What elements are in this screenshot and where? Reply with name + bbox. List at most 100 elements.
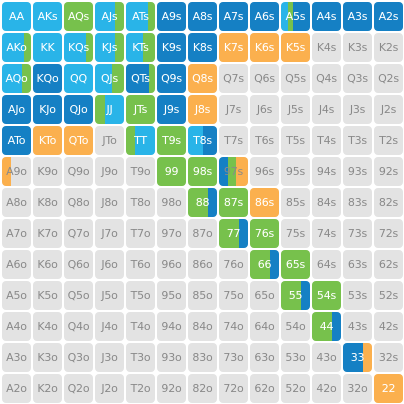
hand-cell-22[interactable]: 22 — [374, 374, 403, 403]
hand-cell-82s[interactable]: 82s — [374, 188, 403, 217]
hand-cell-92o[interactable]: 92o — [157, 374, 186, 403]
hand-cell-77[interactable]: 77 — [219, 219, 248, 248]
hand-cell-QQ[interactable]: QQ — [64, 64, 93, 93]
hand-cell-86s[interactable]: 86s — [250, 188, 279, 217]
hand-cell-T8s[interactable]: T8s — [188, 126, 217, 155]
hand-cell-AA[interactable]: AA — [2, 2, 31, 31]
hand-cell-A8o[interactable]: A8o — [2, 188, 31, 217]
hand-cell-K8o[interactable]: K8o — [33, 188, 62, 217]
hand-cell-JTo[interactable]: JTo — [95, 126, 124, 155]
hand-cell-A5s[interactable]: A5s — [281, 2, 310, 31]
hand-cell-T6o[interactable]: T6o — [126, 250, 155, 279]
hand-cell-T8o[interactable]: T8o — [126, 188, 155, 217]
hand-cell-Q4s[interactable]: Q4s — [312, 64, 341, 93]
hand-cell-KQs[interactable]: KQs — [64, 33, 93, 62]
hand-cell-Q2o[interactable]: Q2o — [64, 374, 93, 403]
hand-cell-43s[interactable]: 43s — [343, 312, 372, 341]
hand-cell-A7o[interactable]: A7o — [2, 219, 31, 248]
hand-cell-74o[interactable]: 74o — [219, 312, 248, 341]
hand-cell-Q5s[interactable]: Q5s — [281, 64, 310, 93]
hand-cell-K5s[interactable]: K5s — [281, 33, 310, 62]
hand-cell-J5s[interactable]: J5s — [281, 95, 310, 124]
hand-cell-85s[interactable]: 85s — [281, 188, 310, 217]
hand-cell-A5o[interactable]: A5o — [2, 281, 31, 310]
hand-cell-98o[interactable]: 98o — [157, 188, 186, 217]
hand-cell-93o[interactable]: 93o — [157, 343, 186, 372]
hand-cell-85o[interactable]: 85o — [188, 281, 217, 310]
hand-cell-QJs[interactable]: QJs — [95, 64, 124, 93]
hand-cell-54o[interactable]: 54o — [281, 312, 310, 341]
hand-cell-94s[interactable]: 94s — [312, 157, 341, 186]
hand-cell-94o[interactable]: 94o — [157, 312, 186, 341]
hand-cell-54s[interactable]: 54s — [312, 281, 341, 310]
hand-cell-42o[interactable]: 42o — [312, 374, 341, 403]
hand-cell-Q6o[interactable]: Q6o — [64, 250, 93, 279]
hand-cell-J4s[interactable]: J4s — [312, 95, 341, 124]
hand-cell-63o[interactable]: 63o — [250, 343, 279, 372]
hand-cell-97s[interactable]: 97s — [219, 157, 248, 186]
hand-cell-K3s[interactable]: K3s — [343, 33, 372, 62]
hand-cell-A9o[interactable]: A9o — [2, 157, 31, 186]
hand-cell-J8o[interactable]: J8o — [95, 188, 124, 217]
hand-cell-Q4o[interactable]: Q4o — [64, 312, 93, 341]
hand-cell-AQs[interactable]: AQs — [64, 2, 93, 31]
hand-cell-T9s[interactable]: T9s — [157, 126, 186, 155]
hand-cell-A7s[interactable]: A7s — [219, 2, 248, 31]
hand-cell-K5o[interactable]: K5o — [33, 281, 62, 310]
hand-cell-A2o[interactable]: A2o — [2, 374, 31, 403]
hand-cell-T3s[interactable]: T3s — [343, 126, 372, 155]
hand-cell-J6s[interactable]: J6s — [250, 95, 279, 124]
hand-cell-32o[interactable]: 32o — [343, 374, 372, 403]
hand-cell-T5o[interactable]: T5o — [126, 281, 155, 310]
hand-cell-ATs[interactable]: ATs — [126, 2, 155, 31]
hand-cell-98s[interactable]: 98s — [188, 157, 217, 186]
hand-cell-T9o[interactable]: T9o — [126, 157, 155, 186]
hand-cell-AKo[interactable]: AKo — [2, 33, 31, 62]
hand-cell-K9o[interactable]: K9o — [33, 157, 62, 186]
hand-cell-72o[interactable]: 72o — [219, 374, 248, 403]
hand-cell-Q3s[interactable]: Q3s — [343, 64, 372, 93]
hand-cell-65s[interactable]: 65s — [281, 250, 310, 279]
hand-cell-96s[interactable]: 96s — [250, 157, 279, 186]
hand-cell-52s[interactable]: 52s — [374, 281, 403, 310]
hand-cell-92s[interactable]: 92s — [374, 157, 403, 186]
hand-cell-32s[interactable]: 32s — [374, 343, 403, 372]
hand-cell-J5o[interactable]: J5o — [95, 281, 124, 310]
hand-cell-T2s[interactable]: T2s — [374, 126, 403, 155]
hand-cell-J6o[interactable]: J6o — [95, 250, 124, 279]
hand-cell-KQo[interactable]: KQo — [33, 64, 62, 93]
hand-cell-A6s[interactable]: A6s — [250, 2, 279, 31]
hand-cell-KTs[interactable]: KTs — [126, 33, 155, 62]
hand-cell-K2s[interactable]: K2s — [374, 33, 403, 62]
hand-cell-Q9s[interactable]: Q9s — [157, 64, 186, 93]
hand-cell-Q8o[interactable]: Q8o — [64, 188, 93, 217]
hand-cell-97o[interactable]: 97o — [157, 219, 186, 248]
hand-cell-A4s[interactable]: A4s — [312, 2, 341, 31]
hand-cell-62s[interactable]: 62s — [374, 250, 403, 279]
hand-cell-QTs[interactable]: QTs — [126, 64, 155, 93]
hand-cell-86o[interactable]: 86o — [188, 250, 217, 279]
hand-cell-J7s[interactable]: J7s — [219, 95, 248, 124]
hand-cell-73o[interactable]: 73o — [219, 343, 248, 372]
hand-cell-A3s[interactable]: A3s — [343, 2, 372, 31]
hand-cell-75o[interactable]: 75o — [219, 281, 248, 310]
hand-cell-T5s[interactable]: T5s — [281, 126, 310, 155]
hand-cell-53s[interactable]: 53s — [343, 281, 372, 310]
hand-cell-63s[interactable]: 63s — [343, 250, 372, 279]
hand-cell-AKs[interactable]: AKs — [33, 2, 62, 31]
hand-cell-J7o[interactable]: J7o — [95, 219, 124, 248]
hand-cell-52o[interactable]: 52o — [281, 374, 310, 403]
hand-cell-65o[interactable]: 65o — [250, 281, 279, 310]
hand-cell-33[interactable]: 33 — [343, 343, 372, 372]
hand-cell-QJo[interactable]: QJo — [64, 95, 93, 124]
hand-cell-A4o[interactable]: A4o — [2, 312, 31, 341]
hand-cell-J4o[interactable]: J4o — [95, 312, 124, 341]
hand-cell-K8s[interactable]: K8s — [188, 33, 217, 62]
hand-cell-Q7s[interactable]: Q7s — [219, 64, 248, 93]
hand-cell-K7s[interactable]: K7s — [219, 33, 248, 62]
hand-cell-KJs[interactable]: KJs — [95, 33, 124, 62]
hand-cell-72s[interactable]: 72s — [374, 219, 403, 248]
hand-cell-Q7o[interactable]: Q7o — [64, 219, 93, 248]
hand-cell-88[interactable]: 88 — [188, 188, 217, 217]
hand-cell-84o[interactable]: 84o — [188, 312, 217, 341]
